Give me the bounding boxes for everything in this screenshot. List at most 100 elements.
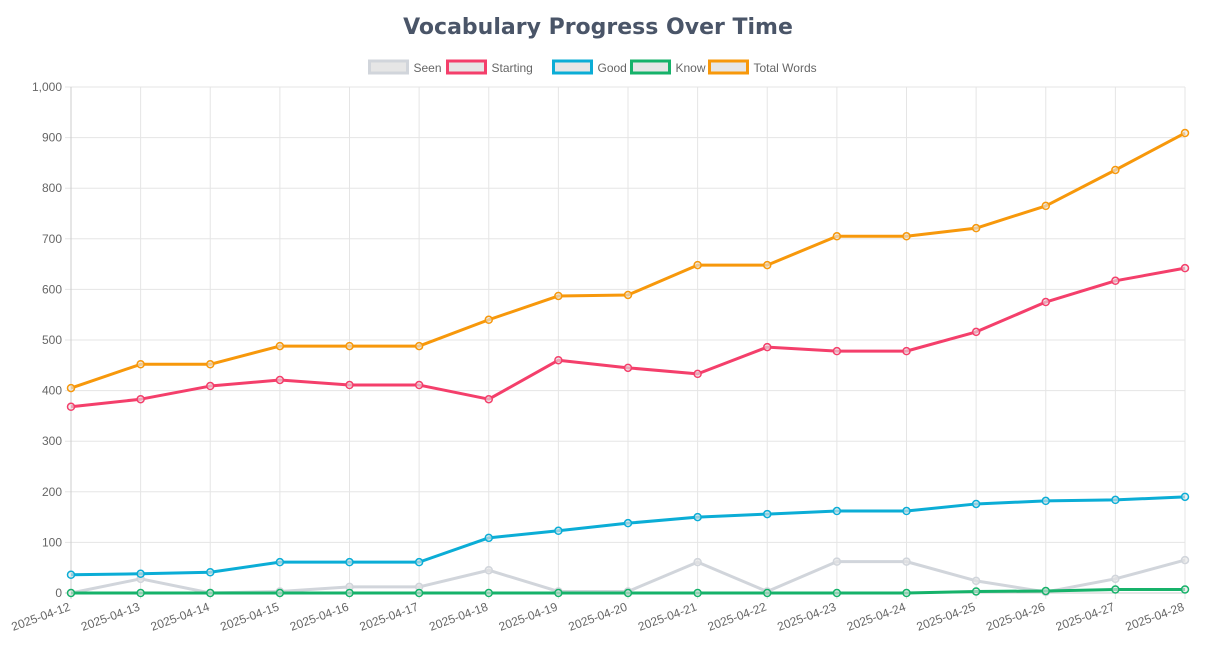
data-point-starting bbox=[1111, 276, 1120, 286]
data-point-good bbox=[206, 568, 215, 577]
data-point-know bbox=[832, 588, 842, 598]
data-point-total-words bbox=[623, 290, 633, 300]
data-point-good bbox=[693, 512, 702, 522]
x-tick-label: 2025-04-23 bbox=[775, 600, 838, 634]
x-tick-label: 2025-04-12 bbox=[10, 600, 73, 634]
data-point-good bbox=[902, 506, 911, 516]
data-point-total-words bbox=[832, 232, 842, 241]
legend-swatch-good bbox=[552, 59, 593, 75]
data-point-total-words bbox=[484, 315, 493, 325]
x-tick-label: 2025-04-15 bbox=[218, 600, 281, 634]
data-point-total-words bbox=[902, 232, 911, 241]
data-point-total-words bbox=[206, 360, 215, 369]
data-point-good bbox=[345, 557, 354, 567]
data-point-know bbox=[554, 588, 563, 598]
data-point-total-words bbox=[693, 260, 702, 270]
data-point-good bbox=[832, 506, 842, 516]
legend-label-know: Know bbox=[676, 61, 706, 75]
data-point-good bbox=[763, 509, 772, 519]
y-tick-label: 1,000 bbox=[32, 80, 62, 94]
data-point-total-words bbox=[971, 223, 981, 233]
x-tick-label: 2025-04-28 bbox=[1124, 600, 1187, 634]
data-point-total-words bbox=[763, 260, 772, 270]
x-tick-label: 2025-04-13 bbox=[79, 600, 142, 634]
y-tick-label: 200 bbox=[42, 485, 62, 499]
x-tick-label: 2025-04-16 bbox=[288, 600, 351, 634]
data-point-good bbox=[971, 499, 981, 509]
data-point-know bbox=[206, 588, 215, 598]
data-point-total-words bbox=[1180, 128, 1190, 138]
data-point-good bbox=[484, 533, 493, 543]
x-tick-label: 2025-04-26 bbox=[984, 600, 1047, 634]
data-point-good bbox=[623, 518, 633, 528]
data-point-total-words bbox=[414, 341, 424, 351]
data-point-know bbox=[275, 588, 285, 598]
data-point-know bbox=[66, 588, 76, 598]
data-point-seen bbox=[832, 557, 842, 566]
data-point-seen bbox=[484, 565, 493, 575]
data-point-know bbox=[414, 588, 424, 598]
data-point-know bbox=[1180, 585, 1190, 594]
data-point-starting bbox=[832, 346, 842, 356]
data-point-good bbox=[554, 526, 563, 536]
y-tick-label: 300 bbox=[42, 434, 62, 448]
data-point-starting bbox=[414, 380, 424, 390]
data-point-starting bbox=[484, 394, 493, 404]
data-point-know bbox=[902, 588, 911, 598]
x-tick-label: 2025-04-22 bbox=[706, 600, 769, 634]
data-point-starting bbox=[206, 381, 215, 391]
data-point-know bbox=[1111, 585, 1120, 594]
data-point-starting bbox=[345, 380, 354, 390]
legend-swatch-starting bbox=[446, 59, 487, 75]
legend-label-starting: Starting bbox=[492, 61, 533, 75]
data-point-total-words bbox=[1111, 165, 1120, 175]
data-point-total-words bbox=[345, 341, 354, 351]
legend-label-good: Good bbox=[598, 61, 627, 75]
chart-title: Vocabulary Progress Over Time bbox=[403, 15, 793, 40]
data-point-good bbox=[136, 569, 145, 579]
data-point-seen bbox=[1111, 574, 1120, 584]
data-point-seen bbox=[902, 557, 911, 566]
data-point-starting bbox=[1041, 297, 1050, 307]
data-point-good bbox=[1111, 495, 1120, 505]
data-point-know bbox=[345, 588, 354, 598]
data-point-seen bbox=[1180, 555, 1190, 565]
data-point-total-words bbox=[1041, 201, 1050, 211]
y-tick-label: 700 bbox=[42, 232, 62, 246]
x-tick-label: 2025-04-24 bbox=[845, 600, 908, 634]
data-point-starting bbox=[971, 327, 981, 337]
data-point-know bbox=[136, 588, 145, 598]
data-point-know bbox=[693, 588, 702, 598]
data-point-good bbox=[414, 557, 424, 567]
legend: Seen Starting Good Know Total Words bbox=[368, 59, 817, 75]
data-point-total-words bbox=[554, 291, 563, 301]
data-point-starting bbox=[275, 375, 285, 385]
data-point-good bbox=[275, 557, 285, 567]
series-group bbox=[66, 128, 1190, 598]
data-point-total-words bbox=[275, 341, 285, 351]
x-tick-label: 2025-04-14 bbox=[149, 600, 212, 634]
data-point-seen bbox=[971, 576, 981, 586]
data-point-starting bbox=[902, 346, 911, 356]
data-point-total-words bbox=[66, 383, 76, 393]
data-point-starting bbox=[693, 369, 702, 379]
x-tick-label: 2025-04-19 bbox=[497, 600, 560, 634]
legend-label-total-words: Total Words bbox=[754, 61, 817, 75]
data-point-starting bbox=[66, 402, 76, 412]
y-axis: 0 100 200 300 400 500 600 700 800 900 1,000 bbox=[32, 80, 62, 600]
data-point-know bbox=[623, 588, 633, 598]
x-tick-label: 2025-04-27 bbox=[1054, 600, 1117, 634]
data-point-good bbox=[1180, 492, 1190, 502]
data-point-know bbox=[1041, 586, 1050, 596]
y-tick-label: 500 bbox=[42, 333, 62, 347]
y-tick-label: 900 bbox=[42, 131, 62, 145]
x-tick-label: 2025-04-21 bbox=[636, 600, 699, 634]
y-tick-label: 800 bbox=[42, 181, 62, 195]
legend-label-seen: Seen bbox=[414, 61, 442, 75]
y-tick-label: 400 bbox=[42, 384, 62, 398]
data-point-starting bbox=[554, 355, 563, 365]
x-tick-label: 2025-04-18 bbox=[427, 600, 490, 634]
data-point-know bbox=[763, 588, 772, 598]
data-point-total-words bbox=[136, 360, 145, 369]
